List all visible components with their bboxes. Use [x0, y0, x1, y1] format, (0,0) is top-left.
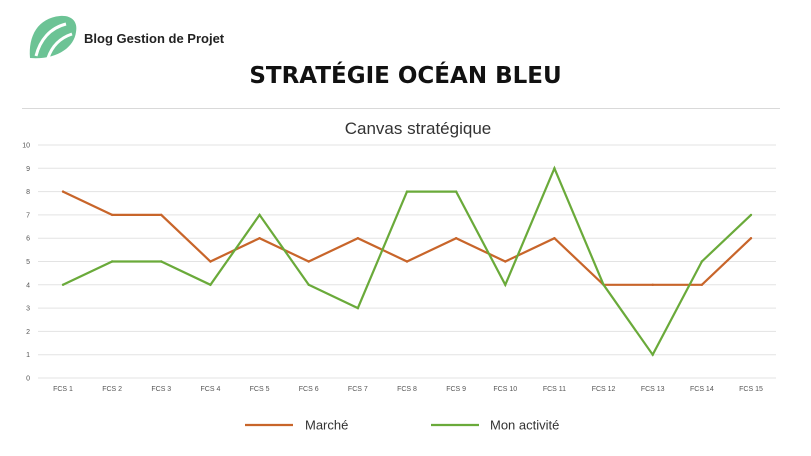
x-tick-label: FCS 13 — [641, 386, 665, 393]
x-tick-label: FCS 1 — [53, 386, 73, 393]
x-tick-label: FCS 9 — [446, 386, 466, 393]
data-point — [651, 353, 654, 356]
data-point — [110, 213, 114, 217]
brand: Blog Gestion de Projet — [26, 14, 224, 62]
data-point — [61, 283, 65, 286]
x-tick-label: FCS 14 — [690, 386, 714, 393]
data-point — [454, 190, 458, 193]
data-point — [160, 213, 163, 217]
chart-title: Canvas stratégique — [345, 119, 491, 138]
data-point — [504, 283, 507, 286]
data-point — [209, 260, 212, 263]
x-tick-label: FCS 8 — [397, 386, 417, 393]
data-point — [405, 190, 409, 193]
data-point — [258, 213, 261, 217]
x-tick-label: FCS 11 — [543, 386, 566, 393]
y-tick-label: 4 — [26, 282, 30, 289]
x-tick-label: FCS 12 — [592, 386, 616, 393]
y-tick-label: 8 — [26, 189, 30, 196]
data-point — [553, 237, 556, 240]
y-tick-label: 6 — [26, 236, 30, 243]
data-point — [356, 306, 360, 310]
x-tick-label: FCS 6 — [299, 386, 319, 393]
data-point — [405, 260, 409, 263]
data-point — [700, 283, 704, 286]
x-tick-label: FCS 5 — [250, 386, 270, 393]
x-tick-label: FCS 10 — [493, 386, 517, 393]
data-point — [602, 283, 605, 286]
data-point — [749, 213, 753, 217]
y-tick-label: 10 — [22, 143, 30, 150]
y-tick-label: 5 — [26, 259, 30, 266]
x-tick-label: FCS 15 — [739, 386, 763, 393]
data-point — [258, 237, 261, 240]
data-point — [209, 283, 212, 286]
x-tick-label: FCS 2 — [102, 386, 122, 393]
brand-name: Blog Gestion de Projet — [84, 30, 225, 46]
y-tick-label: 7 — [26, 212, 30, 219]
leaf-logo-icon — [29, 15, 77, 59]
page-title: STRATÉGIE OCÉAN BLEU — [249, 63, 562, 89]
data-point — [700, 260, 704, 263]
legend-label: Mon activité — [490, 418, 559, 433]
data-point — [356, 237, 360, 240]
data-point — [307, 283, 310, 286]
x-tick-label: FCS 4 — [201, 386, 221, 393]
y-tick-label: 2 — [26, 329, 30, 336]
y-tick-label: 1 — [26, 352, 30, 359]
data-point — [160, 260, 163, 263]
divider — [22, 108, 780, 109]
data-point — [651, 283, 654, 286]
y-tick-label: 9 — [26, 166, 30, 173]
data-point — [454, 237, 458, 240]
data-point — [307, 260, 310, 263]
data-point — [504, 260, 507, 263]
y-tick-label: 3 — [26, 306, 30, 313]
data-point — [110, 260, 114, 263]
x-tick-label: FCS 7 — [348, 386, 368, 393]
data-point — [553, 167, 556, 170]
data-point — [749, 237, 753, 240]
legend-label: Marché — [305, 418, 348, 433]
y-tick-label: 0 — [26, 376, 30, 383]
data-point — [61, 190, 65, 193]
x-tick-label: FCS 3 — [151, 386, 171, 393]
